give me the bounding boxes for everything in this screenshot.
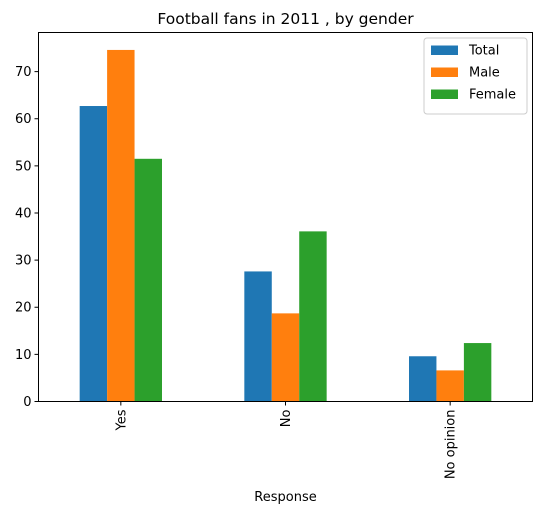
bar-male-yes [107, 49, 135, 402]
bar-total-no-opinion [409, 356, 437, 402]
y-tick-label: 50 [15, 159, 32, 174]
x-tick-label: No opinion [444, 409, 459, 479]
y-tick-label: 70 [15, 65, 32, 80]
y-tick-label: 60 [15, 112, 32, 127]
legend-label-male: Male [469, 66, 500, 81]
y-tick-label: 10 [15, 348, 32, 363]
bar-female-no [299, 231, 327, 402]
y-tick-label: 20 [15, 301, 32, 316]
x-tick-label: Yes [114, 409, 129, 431]
bar-male-no [271, 313, 300, 402]
bar-female-yes [134, 158, 162, 402]
y-tick-label: 30 [15, 254, 32, 269]
bar-male-no-opinion [436, 370, 464, 402]
legend-label-total: Total [468, 44, 499, 59]
y-tick-label: 0 [23, 395, 31, 410]
bar-total-no [244, 271, 272, 402]
legend-label-female: Female [469, 88, 516, 103]
legend-swatch-female [431, 89, 458, 99]
legend-swatch-male [431, 67, 458, 77]
bar-total-yes [79, 106, 108, 402]
y-axis: 0 10 20 30 40 50 60 70 [15, 65, 39, 410]
x-tick-label: No [279, 409, 294, 427]
legend: Total Male Female [423, 37, 528, 115]
y-tick-label: 40 [15, 206, 32, 221]
bar-female-no-opinion [463, 343, 492, 402]
x-axis-label: Response [254, 490, 316, 505]
plot-frame [38, 32, 533, 402]
x-axis: Yes No No opinion [114, 401, 459, 479]
chart-title: Football fans in 2011 , by gender [157, 10, 414, 28]
legend-swatch-total [431, 45, 458, 55]
bars-group [79, 49, 492, 402]
